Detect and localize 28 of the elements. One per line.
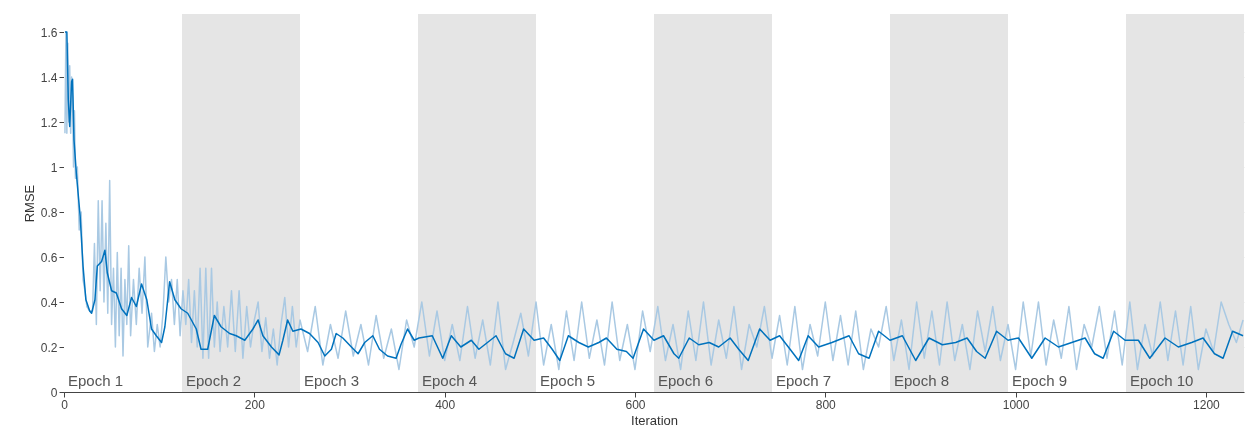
- x-tick-label: 1000: [1002, 397, 1030, 412]
- y-tick-label: 0.2: [40, 340, 58, 355]
- band-label: Epoch 2: [186, 372, 242, 389]
- band-label: Epoch 1: [68, 372, 124, 389]
- band-label: Epoch 6: [658, 372, 714, 389]
- y-tick-label: 1.6: [40, 25, 58, 40]
- x-tick-label: 1200: [1193, 397, 1221, 412]
- band-label: Epoch 10: [1130, 372, 1194, 389]
- band-label: Epoch 3: [304, 372, 360, 389]
- y-tick-label: 0.4: [40, 295, 58, 310]
- x-tick-label: 0: [61, 397, 69, 412]
- band-label: Epoch 5: [540, 372, 596, 389]
- y-tick-label: 1.4: [40, 70, 58, 85]
- y-tick-label: 1: [50, 160, 58, 175]
- x-axis-title: Iteration: [631, 412, 678, 428]
- y-tick-label: 0.6: [40, 250, 58, 265]
- y-tick-label: 0.8: [40, 205, 58, 220]
- y-axis-title: RMSE: [21, 184, 37, 223]
- band-label: Epoch 8: [894, 372, 950, 389]
- y-tick-label: 0: [50, 385, 58, 400]
- x-tick-label: 600: [625, 397, 646, 412]
- x-tick-label: 400: [435, 397, 456, 412]
- x-tick-label: 800: [815, 397, 837, 412]
- y-tick-label: 1.2: [40, 115, 58, 130]
- x-tick-label: 200: [244, 397, 266, 412]
- band-label: Epoch 9: [1012, 372, 1068, 389]
- band-label: Epoch 4: [422, 372, 478, 389]
- band-label: Epoch 7: [776, 372, 832, 389]
